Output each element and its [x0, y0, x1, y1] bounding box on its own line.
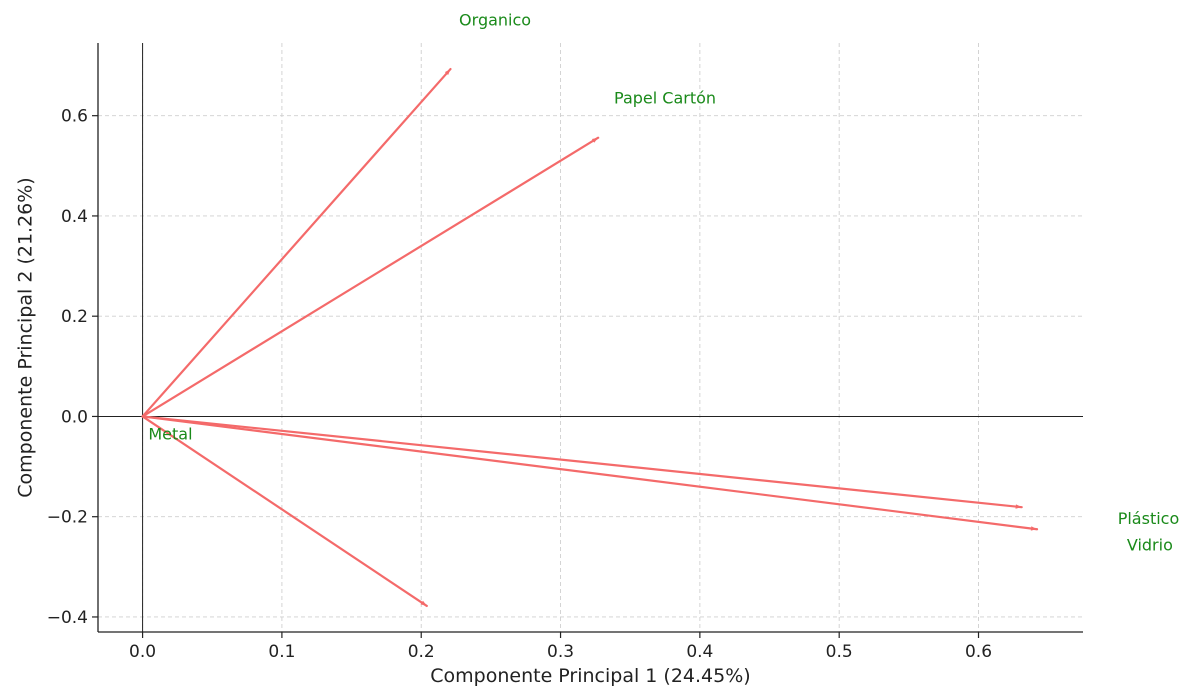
y-axis-title: Componente Principal 2 (21.26%)	[15, 177, 37, 497]
loading-vector	[141, 415, 428, 608]
vector-shaft	[141, 415, 1039, 531]
x-tick-label: 0.3	[547, 642, 574, 662]
loading-vector	[141, 415, 1039, 531]
vector-arrowhead	[591, 137, 599, 143]
x-tick-label: 0.1	[268, 642, 295, 662]
x-tick-label: 0.0	[129, 642, 156, 662]
vector-arrowhead	[420, 600, 427, 606]
variable-labels: Organico Papel Cartón Plástico Vidrio Metal	[148, 10, 1179, 554]
vector-arrowhead	[1030, 526, 1038, 531]
y-tick-label: −0.4	[47, 608, 88, 628]
y-tick-label: 0.0	[61, 407, 88, 427]
variable-label: Plástico	[1118, 509, 1180, 528]
x-axis-title: Componente Principal 1 (24.45%)	[430, 665, 750, 687]
y-ticks: −0.4 −0.2 0.0 0.2 0.4 0.6	[47, 107, 98, 628]
loading-vector	[141, 415, 1023, 509]
y-tick-label: 0.6	[61, 107, 88, 127]
variable-label: Papel Cartón	[614, 89, 716, 108]
loading-vectors	[141, 67, 1039, 608]
x-tick-label: 0.5	[826, 642, 853, 662]
variable-label: Vidrio	[1127, 535, 1173, 554]
x-ticks: 0.0 0.1 0.2 0.3 0.4 0.5 0.6	[129, 632, 992, 662]
variable-label: Organico	[459, 10, 531, 29]
reference-lines	[98, 43, 1083, 632]
y-tick-label: 0.2	[61, 307, 88, 327]
y-tick-label: 0.4	[61, 207, 88, 227]
vector-arrowhead	[444, 69, 451, 76]
grid-lines	[98, 43, 1083, 632]
y-tick-label: −0.2	[47, 508, 88, 528]
x-tick-label: 0.4	[686, 642, 713, 662]
vector-arrowhead	[1015, 504, 1022, 509]
variable-label: Metal	[148, 424, 192, 443]
vector-shaft	[141, 415, 1023, 509]
loading-vector	[141, 67, 452, 418]
x-tick-label: 0.6	[965, 642, 992, 662]
vector-shaft	[141, 67, 452, 418]
loading-vector	[141, 136, 600, 418]
vector-shaft	[141, 136, 600, 418]
vector-shaft	[141, 415, 428, 608]
x-tick-label: 0.2	[408, 642, 435, 662]
axes: 0.0 0.1 0.2 0.3 0.4 0.5 0.6 −0.4−0.20.00.20.40…	[15, 43, 1083, 687]
